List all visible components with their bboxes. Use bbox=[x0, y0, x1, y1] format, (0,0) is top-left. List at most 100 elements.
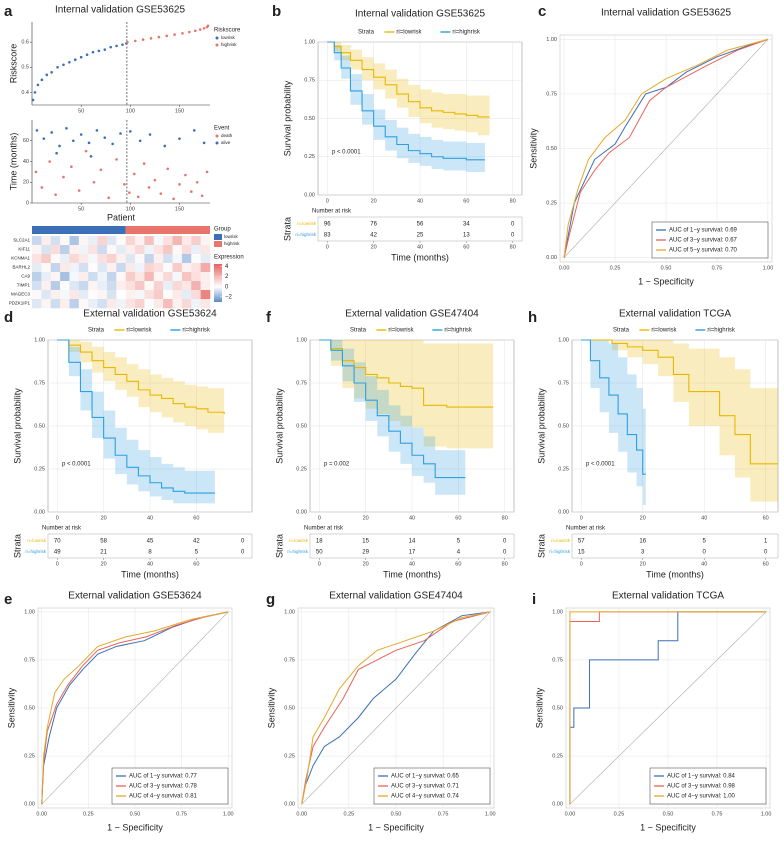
x-tick-label: 0.00 bbox=[559, 265, 570, 271]
point bbox=[87, 141, 91, 145]
risk-count: 8 bbox=[148, 550, 152, 556]
legend-label: AUC of 5−y survival: 0.70 bbox=[669, 248, 738, 254]
x-tick-label: 0.75 bbox=[712, 265, 723, 271]
point bbox=[95, 129, 99, 132]
legend-swatch bbox=[214, 241, 222, 247]
point bbox=[103, 48, 107, 51]
table-x-tick-label: 60 bbox=[763, 561, 769, 567]
heat-cell bbox=[32, 263, 42, 273]
x-tick-label: 0 bbox=[56, 515, 59, 521]
heat-cell bbox=[41, 263, 52, 273]
y-axis-label: Sensitivity bbox=[266, 687, 276, 728]
point bbox=[92, 180, 96, 184]
legend-label: death bbox=[221, 133, 233, 138]
x-tick-label: 1.00 bbox=[761, 811, 772, 817]
heat-cell bbox=[69, 299, 80, 309]
heat-cell bbox=[32, 236, 42, 246]
point bbox=[79, 55, 83, 59]
heat-cell bbox=[181, 290, 192, 300]
chart-title: External validation GSE47404 bbox=[345, 309, 479, 320]
point bbox=[138, 139, 142, 143]
heat-cell bbox=[50, 236, 61, 246]
point bbox=[202, 141, 206, 145]
roc-curve bbox=[301, 611, 491, 805]
heat-cell bbox=[116, 254, 126, 264]
heat-cell bbox=[97, 245, 108, 255]
heat-cell bbox=[172, 236, 183, 246]
point bbox=[133, 39, 137, 43]
point bbox=[141, 38, 145, 41]
heat-cell bbox=[41, 299, 52, 309]
point bbox=[129, 130, 132, 133]
y-tick-label: 0.75 bbox=[552, 657, 563, 663]
x-tick-label: 0 bbox=[318, 515, 321, 521]
legend-label: ri=highrisk bbox=[707, 328, 736, 334]
risk-count: 57 bbox=[578, 539, 585, 545]
y-tick-label: 0.5 bbox=[21, 65, 29, 71]
heat-cell bbox=[153, 254, 164, 264]
risk-count: 14 bbox=[409, 539, 416, 545]
x-tick-label: 0.00 bbox=[296, 811, 307, 817]
legend-label: lowrisk bbox=[221, 35, 236, 40]
risk-count: 4 bbox=[457, 550, 461, 556]
point bbox=[205, 170, 209, 174]
point bbox=[62, 175, 65, 179]
x-tick-label: 50 bbox=[78, 108, 84, 114]
y-tick-label: 1.00 bbox=[24, 609, 35, 615]
x-tick-label: 100 bbox=[126, 108, 135, 114]
heat-cell bbox=[116, 272, 126, 282]
point bbox=[202, 26, 206, 30]
heat-cell bbox=[181, 245, 192, 255]
x-tick-label: 60 bbox=[455, 515, 461, 521]
point bbox=[123, 183, 126, 186]
legend-label: ri=lowrisk bbox=[388, 328, 414, 334]
point bbox=[115, 44, 118, 48]
heat-cell bbox=[144, 254, 155, 264]
group-bar bbox=[32, 226, 126, 234]
heat-cell bbox=[97, 299, 108, 309]
heat-cell bbox=[125, 236, 136, 246]
risk-row-label: ri=highrisk bbox=[549, 549, 570, 554]
point bbox=[192, 129, 196, 132]
x-tick-label: 60 bbox=[463, 198, 469, 204]
y-tick-label: 0.50 bbox=[296, 423, 307, 429]
y-tick-label: 1.00 bbox=[558, 337, 569, 343]
reference-diagonal bbox=[569, 611, 767, 805]
x-tick-label: 0 bbox=[326, 198, 329, 204]
point bbox=[72, 139, 75, 143]
risk-table-title: Number at risk bbox=[304, 526, 344, 532]
x-axis-label: 1 − Specificity bbox=[368, 822, 424, 832]
risk-count: 29 bbox=[362, 550, 369, 556]
y-tick-label: 0.50 bbox=[304, 116, 315, 122]
point bbox=[35, 129, 39, 132]
heat-cell bbox=[144, 263, 155, 273]
heat-cell bbox=[69, 263, 80, 273]
heat-cell bbox=[116, 245, 126, 255]
heat-cell bbox=[144, 290, 155, 300]
heat-cell bbox=[88, 290, 98, 300]
y-tick-label: 0.25 bbox=[284, 754, 295, 760]
table-x-tick-label: 40 bbox=[701, 561, 707, 567]
heat-cell bbox=[106, 299, 117, 309]
heat-cell bbox=[135, 281, 145, 291]
risk-count: 17 bbox=[409, 550, 416, 556]
risk-count: 1 bbox=[764, 539, 768, 545]
risk-count: 0 bbox=[241, 550, 245, 556]
risk-count: 0 bbox=[764, 550, 768, 556]
point bbox=[55, 151, 58, 155]
x-tick-label: 100 bbox=[126, 206, 135, 212]
risk-count: 96 bbox=[324, 222, 331, 228]
legend-swatch bbox=[215, 43, 219, 47]
legend-label: AUC of 3−y survival: 0.78 bbox=[129, 784, 198, 790]
heat-cell bbox=[172, 263, 183, 273]
heat-cell bbox=[172, 299, 183, 309]
heat-cell bbox=[200, 281, 211, 291]
x-tick-label: 0.50 bbox=[663, 811, 674, 817]
y-axis-label: Sensitivity bbox=[6, 687, 16, 728]
risk-row-label: ri=lowrisk bbox=[297, 221, 317, 226]
heat-cell bbox=[69, 236, 80, 246]
heat-cell bbox=[181, 281, 192, 291]
heat-cell bbox=[50, 254, 61, 264]
y-tick-label: 0.00 bbox=[546, 255, 557, 261]
risk-count: 0 bbox=[241, 539, 245, 545]
